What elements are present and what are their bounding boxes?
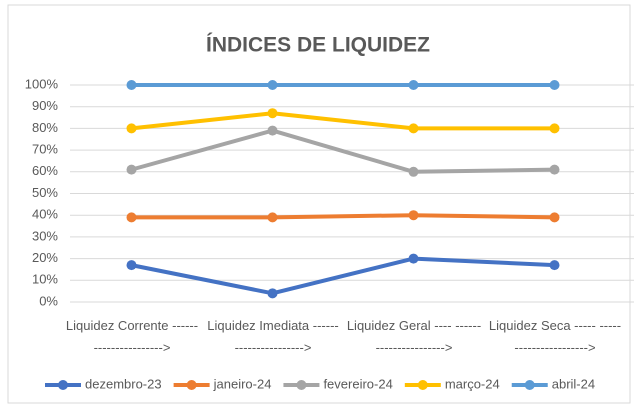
data-point (408, 253, 419, 264)
legend-label: dezembro-23 (85, 376, 162, 391)
x-tick-label: Liquidez Imediata ----------------------… (207, 318, 339, 355)
legend-label: janeiro-24 (213, 376, 272, 391)
series-line (131, 256, 555, 296)
data-point (549, 123, 560, 134)
series-line (130, 128, 555, 174)
x-tick-label: Liquidez Corrente ----------------------… (65, 318, 199, 355)
data-point (549, 260, 560, 271)
data-point (267, 212, 278, 223)
data-point (126, 80, 137, 90)
legend-label: fevereiro-24 (323, 376, 392, 391)
x-tick-label: Liquidez Geral ---- --------------------… (346, 318, 482, 355)
y-tick-label: 30% (32, 228, 58, 243)
chart-frame (7, 4, 631, 404)
legend-marker (58, 380, 68, 390)
data-point (408, 210, 419, 221)
legend-marker (524, 380, 535, 390)
data-point (408, 123, 419, 134)
legend-marker (417, 380, 428, 390)
data-point (267, 288, 278, 299)
y-tick-label: 60% (32, 163, 58, 178)
series-line (131, 111, 555, 131)
chart-title: ÍNDICES DE LIQUIDEZ (206, 34, 430, 57)
legend-marker (186, 380, 197, 390)
data-point (126, 164, 137, 175)
legend-label: março-24 (445, 376, 500, 391)
data-point (126, 212, 137, 223)
data-point (267, 125, 278, 136)
legend-marker (296, 380, 307, 390)
y-tick-label: 80% (32, 120, 58, 135)
data-point (126, 123, 137, 134)
data-point (549, 164, 560, 175)
data-point (267, 80, 278, 90)
legend-label: abril-24 (552, 376, 595, 391)
y-tick-label: 70% (32, 142, 58, 157)
y-tick-label: 90% (32, 98, 58, 113)
y-tick-label: 100% (25, 76, 59, 91)
data-point (408, 80, 419, 90)
y-tick-label: 10% (32, 272, 58, 287)
y-tick-label: 0% (39, 293, 58, 308)
data-point (549, 212, 560, 223)
y-tick-label: 40% (32, 207, 58, 222)
series-line (131, 213, 555, 220)
y-tick-label: 20% (32, 250, 58, 265)
data-point (408, 166, 419, 177)
data-point (126, 260, 137, 271)
data-point (549, 80, 560, 90)
x-tick-label: Liquidez Seca ----- --------------------… (488, 318, 622, 355)
data-point (267, 108, 278, 119)
y-tick-label: 50% (32, 185, 58, 200)
